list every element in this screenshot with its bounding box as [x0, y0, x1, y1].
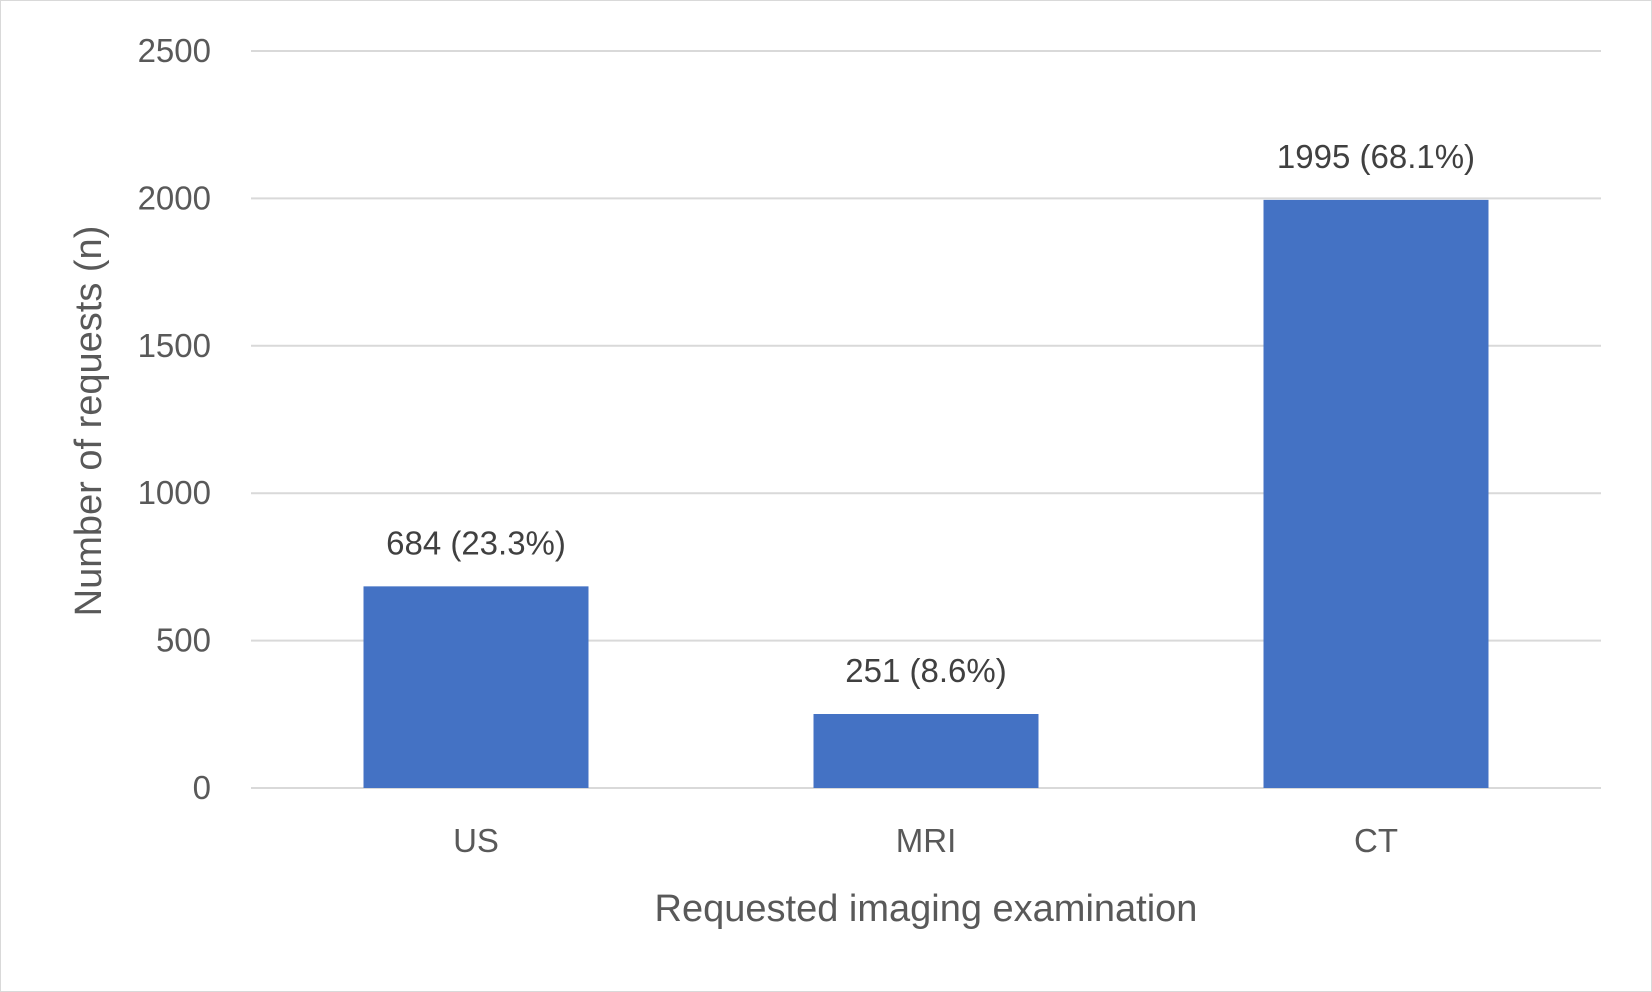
- y-axis-title: Number of requests (n): [68, 226, 110, 617]
- bar-mri: [813, 714, 1039, 788]
- bars: [363, 199, 1489, 788]
- x-axis-tick-labels: US MRI CT: [453, 822, 1398, 859]
- y-tick-label: 1500: [138, 327, 211, 364]
- bar-ct: [1263, 199, 1489, 788]
- x-tick-label-ct: CT: [1354, 822, 1398, 859]
- y-tick-label: 2500: [138, 32, 211, 69]
- y-tick-label: 0: [193, 769, 211, 806]
- data-label-ct: 1995 (68.1%): [1277, 138, 1475, 175]
- data-label-mri: 251 (8.6%): [845, 652, 1006, 689]
- y-tick-label: 500: [156, 622, 211, 659]
- data-label-us: 684 (23.3%): [386, 524, 566, 561]
- x-tick-label-us: US: [453, 822, 499, 859]
- data-labels: 684 (23.3%) 251 (8.6%) 1995 (68.1%): [386, 138, 1475, 689]
- y-tick-label: 1000: [138, 474, 211, 511]
- x-axis-title: Requested imaging examination: [655, 888, 1198, 930]
- x-tick-label-mri: MRI: [896, 822, 957, 859]
- bar-us: [363, 586, 589, 788]
- y-axis-tick-labels: 0 500 1000 1500 2000 2500: [138, 32, 211, 806]
- y-tick-label: 2000: [138, 179, 211, 216]
